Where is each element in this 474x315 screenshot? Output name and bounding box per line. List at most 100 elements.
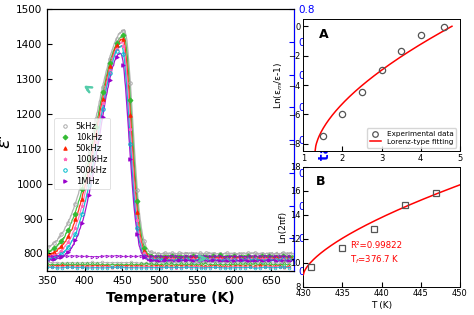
1MHz	[72, 238, 78, 242]
1MHz	[218, 259, 223, 263]
1MHz	[86, 193, 92, 197]
100kHz	[141, 251, 147, 255]
10kHz	[190, 255, 195, 258]
10kHz	[210, 254, 216, 258]
10kHz	[287, 255, 292, 259]
50kHz	[93, 132, 99, 136]
5kHz	[218, 252, 223, 256]
10kHz	[65, 228, 71, 232]
1MHz	[114, 55, 119, 59]
50kHz	[238, 256, 244, 260]
50kHz	[245, 256, 251, 260]
100kHz	[190, 257, 195, 261]
50kHz	[114, 43, 119, 47]
Line: 500kHz: 500kHz	[46, 49, 291, 263]
100kHz	[287, 257, 292, 261]
500kHz	[287, 258, 292, 262]
1MHz	[280, 259, 285, 262]
500kHz	[128, 142, 133, 146]
100kHz	[58, 249, 64, 253]
1MHz	[169, 259, 175, 263]
5kHz	[190, 252, 195, 255]
10kHz	[224, 255, 230, 259]
100kHz	[210, 257, 216, 261]
50kHz	[52, 250, 57, 254]
500kHz	[58, 252, 64, 256]
5kHz	[65, 221, 71, 225]
Legend: 5kHz, 10kHz, 50kHz, 100kHz, 500kHz, 1MHz: 5kHz, 10kHz, 50kHz, 100kHz, 500kHz, 1MHz	[54, 118, 110, 189]
10kHz	[93, 125, 99, 129]
5kHz	[266, 252, 272, 256]
100kHz	[120, 44, 126, 48]
10kHz	[100, 90, 106, 94]
50kHz	[287, 256, 292, 260]
Y-axis label: tan δ: tan δ	[318, 120, 332, 160]
50kHz	[183, 256, 189, 260]
100kHz	[155, 257, 161, 261]
100kHz	[231, 257, 237, 261]
1MHz	[100, 115, 106, 118]
50kHz	[280, 256, 285, 260]
Line: 1MHz: 1MHz	[46, 55, 291, 263]
50kHz	[65, 235, 71, 238]
500kHz	[190, 259, 195, 262]
5kHz	[155, 252, 161, 256]
100kHz	[259, 257, 264, 261]
50kHz	[252, 256, 258, 260]
50kHz	[204, 257, 210, 261]
5kHz	[58, 232, 64, 236]
1MHz	[52, 257, 57, 261]
100kHz	[52, 253, 57, 257]
10kHz	[128, 98, 133, 102]
500kHz	[252, 258, 258, 262]
50kHz	[210, 256, 216, 260]
X-axis label: T (K): T (K)	[371, 301, 392, 310]
10kHz	[266, 254, 272, 258]
50kHz	[45, 253, 50, 256]
10kHz	[79, 187, 85, 191]
5kHz	[52, 241, 57, 244]
1MHz	[190, 259, 195, 262]
5kHz	[183, 252, 189, 255]
1MHz	[45, 260, 50, 263]
10kHz	[148, 254, 154, 258]
Line: 10kHz: 10kHz	[46, 33, 291, 259]
1MHz	[197, 259, 202, 262]
1MHz	[107, 78, 112, 82]
1MHz	[245, 259, 251, 262]
5kHz	[128, 81, 133, 85]
5kHz	[287, 252, 292, 256]
50kHz	[86, 167, 92, 170]
50kHz	[107, 65, 112, 68]
1MHz	[155, 259, 161, 263]
500kHz	[210, 258, 216, 262]
100kHz	[135, 218, 140, 222]
500kHz	[86, 183, 92, 186]
100kHz	[128, 127, 133, 130]
50kHz	[148, 255, 154, 259]
500kHz	[183, 257, 189, 261]
50kHz	[259, 256, 264, 260]
10kHz	[135, 199, 140, 203]
5kHz	[259, 252, 264, 256]
Y-axis label: ε': ε'	[0, 133, 14, 147]
100kHz	[79, 204, 85, 208]
100kHz	[218, 258, 223, 261]
5kHz	[93, 117, 99, 121]
1MHz	[183, 259, 189, 262]
100kHz	[100, 101, 106, 105]
50kHz	[58, 244, 64, 248]
100kHz	[65, 240, 71, 244]
50kHz	[224, 257, 230, 261]
100kHz	[169, 257, 175, 261]
50kHz	[141, 249, 147, 253]
10kHz	[169, 255, 175, 258]
500kHz	[79, 212, 85, 215]
5kHz	[114, 37, 119, 41]
10kHz	[259, 254, 264, 258]
X-axis label: Ln(T-T$_m$): Ln(T-T$_m$)	[362, 166, 401, 178]
100kHz	[93, 140, 99, 144]
5kHz	[238, 252, 244, 255]
X-axis label: Temperature (K): Temperature (K)	[106, 291, 235, 305]
100kHz	[162, 258, 168, 262]
